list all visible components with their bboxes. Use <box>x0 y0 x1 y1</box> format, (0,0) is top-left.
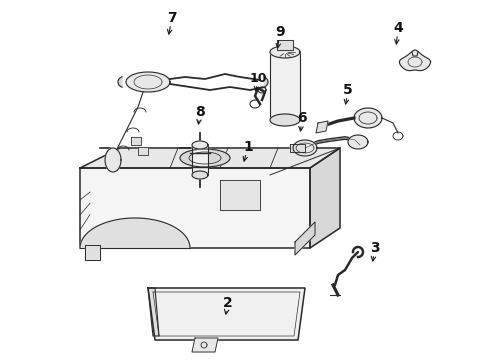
Polygon shape <box>293 140 317 156</box>
Polygon shape <box>354 108 382 128</box>
Polygon shape <box>270 46 300 58</box>
Text: 6: 6 <box>297 111 307 125</box>
Polygon shape <box>399 50 431 71</box>
Polygon shape <box>316 121 328 133</box>
Polygon shape <box>148 288 159 336</box>
Polygon shape <box>270 52 300 120</box>
Text: 8: 8 <box>195 105 205 119</box>
Polygon shape <box>295 222 315 255</box>
Text: 1: 1 <box>243 140 253 154</box>
Polygon shape <box>192 141 208 149</box>
Text: 10: 10 <box>249 72 267 85</box>
Polygon shape <box>131 137 141 145</box>
Polygon shape <box>126 72 170 92</box>
Polygon shape <box>264 77 268 87</box>
Text: 2: 2 <box>223 296 233 310</box>
Polygon shape <box>192 145 208 175</box>
Polygon shape <box>270 114 300 126</box>
Ellipse shape <box>180 149 230 167</box>
Polygon shape <box>138 147 148 155</box>
Polygon shape <box>277 40 293 50</box>
Polygon shape <box>290 144 305 152</box>
Polygon shape <box>310 148 340 248</box>
Text: 9: 9 <box>275 25 285 39</box>
Polygon shape <box>80 218 190 248</box>
Polygon shape <box>148 288 305 340</box>
Text: 7: 7 <box>167 11 177 25</box>
Polygon shape <box>192 338 218 352</box>
Polygon shape <box>348 135 368 149</box>
Polygon shape <box>105 148 121 172</box>
Polygon shape <box>118 77 122 87</box>
Text: 3: 3 <box>370 241 380 255</box>
Polygon shape <box>220 180 260 210</box>
Text: 5: 5 <box>343 83 353 97</box>
Polygon shape <box>80 168 310 248</box>
Polygon shape <box>192 171 208 179</box>
Polygon shape <box>80 148 340 168</box>
Polygon shape <box>85 245 100 260</box>
Text: 4: 4 <box>393 21 403 35</box>
